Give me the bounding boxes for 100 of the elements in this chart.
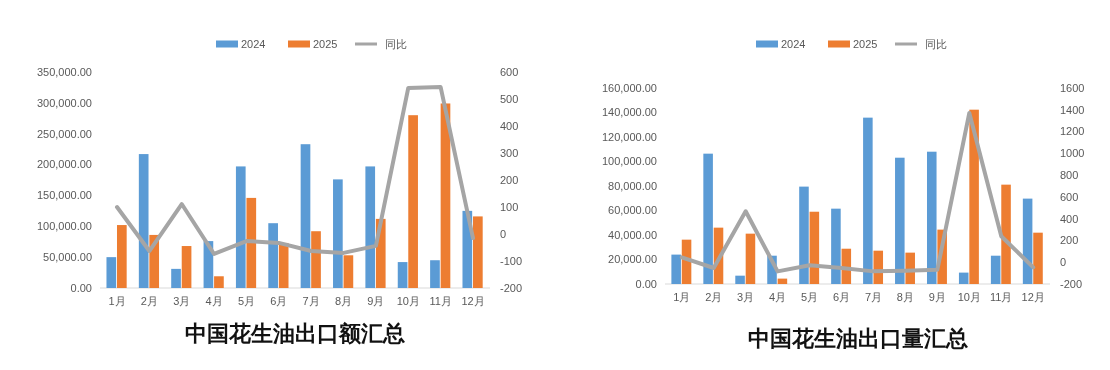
x-tick-label: 12月 [1021, 291, 1045, 303]
y2-tick-label: 400 [500, 119, 519, 132]
bar [268, 223, 278, 288]
y-tick-label: 60,000.00 [608, 204, 657, 217]
x-tick-label: 2月 [705, 291, 723, 303]
x-tick-label: 5月 [237, 295, 256, 307]
bar [473, 216, 483, 288]
legend-label: 同比 [385, 37, 407, 50]
x-tick-label: 11月 [990, 291, 1013, 303]
y2-tick-label: 0 [500, 227, 507, 240]
y2-tick-label: 0 [1060, 256, 1067, 269]
x-tick-label: 6月 [270, 295, 288, 307]
bar [181, 246, 192, 288]
x-tick-label: 12月 [461, 295, 485, 307]
bar [116, 225, 127, 288]
bar [138, 154, 149, 288]
line-series [679, 110, 1036, 274]
x-tick-label: 11月 [429, 295, 452, 307]
y2-tick-label: 1200 [1060, 125, 1085, 138]
y-tick-label: 40,000.00 [608, 228, 657, 241]
bar [333, 179, 343, 288]
bar [831, 208, 841, 284]
legend-label: 2025 [853, 37, 878, 50]
y-tick-label: 50,000.00 [43, 250, 92, 263]
y2-tick-label: 1000 [1060, 147, 1085, 160]
y2-tick-label: 500 [500, 92, 519, 105]
x-tick-label: 3月 [737, 291, 755, 303]
y-tick-label: 300,000.00 [36, 96, 92, 109]
line-series [114, 85, 476, 256]
bar [246, 197, 257, 288]
y-tick-label: 200,000.00 [36, 158, 92, 171]
x-tick-label: 8月 [334, 295, 353, 307]
y2-tick-label: 400 [1060, 212, 1079, 225]
y-tick-label: 140,000.00 [601, 106, 657, 119]
y-tick-label: 160,000.00 [601, 81, 657, 94]
y2-tick-label: 200 [1060, 234, 1079, 247]
bar [703, 153, 713, 284]
y-tick-label: 100,000.00 [36, 220, 92, 233]
y2-tick-label: -100 [500, 254, 523, 267]
y-tick-label: 120,000.00 [601, 130, 657, 143]
x-tick-label: 10月 [957, 291, 981, 303]
bar [343, 255, 354, 288]
legend-label: 同比 [925, 37, 947, 50]
x-tick-label: 7月 [864, 291, 883, 303]
bar [745, 233, 756, 284]
bar [106, 257, 117, 288]
bar [1033, 232, 1043, 284]
legend-label: 2024 [781, 37, 806, 50]
legend-label: 2025 [313, 37, 338, 50]
bar [735, 275, 745, 284]
x-tick-label: 4月 [769, 291, 787, 303]
x-tick-label: 6月 [832, 291, 851, 303]
y2-tick-label: 1600 [1060, 81, 1085, 94]
x-tick-label: 9月 [928, 291, 946, 303]
y-tick-label: 80,000.00 [608, 179, 657, 192]
bar [990, 255, 1001, 284]
bar [958, 272, 969, 284]
x-tick-label: 5月 [801, 291, 819, 303]
y-tick-label: 0.00 [635, 277, 657, 290]
x-tick-label: 4月 [205, 295, 223, 307]
y-tick-label: 0.00 [70, 281, 92, 294]
x-tick-label: 3月 [173, 295, 191, 307]
y2-tick-label: 600 [1060, 190, 1079, 203]
bar [671, 254, 681, 284]
bar [969, 109, 979, 284]
bar [1001, 184, 1011, 284]
y2-tick-label: 300 [500, 146, 519, 159]
x-tick-label: 9月 [367, 295, 385, 307]
bar [300, 144, 311, 288]
bar [863, 117, 873, 284]
bar [430, 260, 440, 288]
y-tick-label: 100,000.00 [601, 155, 657, 168]
bar [214, 276, 224, 288]
bar [311, 231, 321, 288]
bar [397, 262, 408, 288]
x-tick-label: 7月 [302, 295, 320, 307]
bar [926, 151, 937, 284]
bar [235, 166, 246, 288]
x-tick-label: 2月 [140, 295, 158, 307]
y2-tick-label: 100 [500, 200, 519, 213]
text: 中国花生油出口量汇总 [747, 325, 968, 351]
y-tick-label: 20,000.00 [608, 253, 657, 266]
x-tick-label: 8月 [896, 291, 914, 303]
bar [895, 157, 905, 284]
bar [171, 268, 181, 288]
y2-tick-label: -200 [500, 281, 523, 294]
y-tick-label: 350,000.00 [36, 65, 92, 78]
legend-label: 2024 [241, 37, 266, 50]
bar [799, 186, 809, 284]
y-tick-label: 150,000.00 [36, 189, 92, 202]
x-tick-label: 1月 [673, 291, 691, 303]
y2-tick-label: 200 [500, 173, 519, 186]
y2-tick-label: 1400 [1060, 103, 1085, 116]
x-tick-label: 10月 [396, 295, 420, 307]
y-tick-label: 250,000.00 [36, 127, 92, 140]
bar [365, 166, 376, 288]
x-tick-label: 1月 [108, 295, 126, 307]
y2-tick-label: -200 [1060, 277, 1083, 290]
y2-tick-label: 600 [500, 65, 519, 78]
bar [408, 115, 418, 288]
